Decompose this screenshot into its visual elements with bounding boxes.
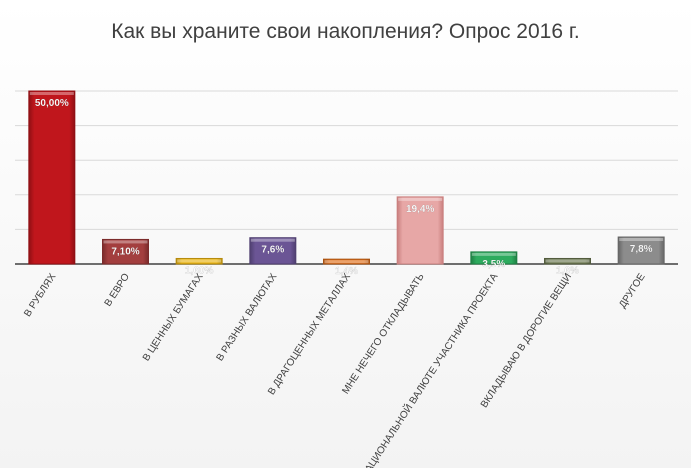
- bar-highlight: [619, 238, 664, 242]
- bar-highlight: [250, 238, 295, 242]
- category-label: В ЦЕННЫХ БУМАГАХ: [141, 271, 206, 363]
- bar: [28, 90, 76, 265]
- data-label: 19,4%: [406, 204, 434, 215]
- category-label: МНЕ НЕЧЕГО ОТКЛАДЫВАТЬ: [340, 271, 426, 396]
- bar: [617, 236, 665, 265]
- data-label: 7,8%: [630, 244, 653, 255]
- bar-highlight: [545, 259, 590, 263]
- bar-highlight: [471, 252, 516, 256]
- category-labels: В РУБЛЯХ В ЕВРО В ЦЕННЫХ БУМАГАХ В РАЗНЫХ В…: [22, 270, 648, 468]
- bar-highlight: [398, 197, 443, 201]
- bar-highlight: [29, 92, 74, 95]
- data-labels: 50,00% 7,10% 1,60% 7,6% 1,4% 19,4% 3,5% 1,6% 7,8…: [35, 98, 653, 277]
- chart-title: Как вы храните свои накопления? Опрос 20…: [111, 20, 580, 43]
- category-label: ДРУГОЕ: [617, 271, 648, 310]
- data-label: 3,5%: [482, 259, 505, 270]
- bar-highlight: [324, 260, 369, 264]
- bar-highlight: [177, 259, 222, 263]
- bars: [28, 90, 665, 265]
- category-label: В ЕВРО: [103, 271, 133, 308]
- bar: [470, 251, 518, 265]
- data-label: 7,10%: [111, 246, 139, 257]
- bar: [175, 257, 223, 265]
- category-label: ВКЛАДЫВАЮ В ДОРОГИЕ ВЕЩИ: [479, 272, 574, 410]
- data-label: 1,4%: [335, 266, 358, 277]
- bar: [249, 237, 297, 265]
- data-label: 1,6%: [556, 265, 579, 276]
- bar: [396, 196, 444, 265]
- category-label: В РУБЛЯХ: [22, 271, 58, 319]
- bar-highlight: [103, 240, 148, 244]
- data-label: 50,00%: [35, 98, 69, 109]
- data-label: 1,60%: [185, 265, 213, 276]
- data-label: 7,6%: [261, 245, 284, 256]
- bar: [544, 257, 591, 265]
- category-label: В ДРАГОЦЕННЫХ МЕТАЛЛАХ: [266, 271, 353, 397]
- category-label: В НАЦИОНАЛЬНОЙ ВАЛЮТЕ УЧАСТНИКА ПРОЕКТА: [353, 270, 501, 468]
- bar: [323, 258, 370, 265]
- gridlines: [15, 90, 678, 265]
- category-label: В РАЗНЫХ ВАЛЮТАХ: [215, 271, 280, 363]
- bar: [102, 238, 149, 265]
